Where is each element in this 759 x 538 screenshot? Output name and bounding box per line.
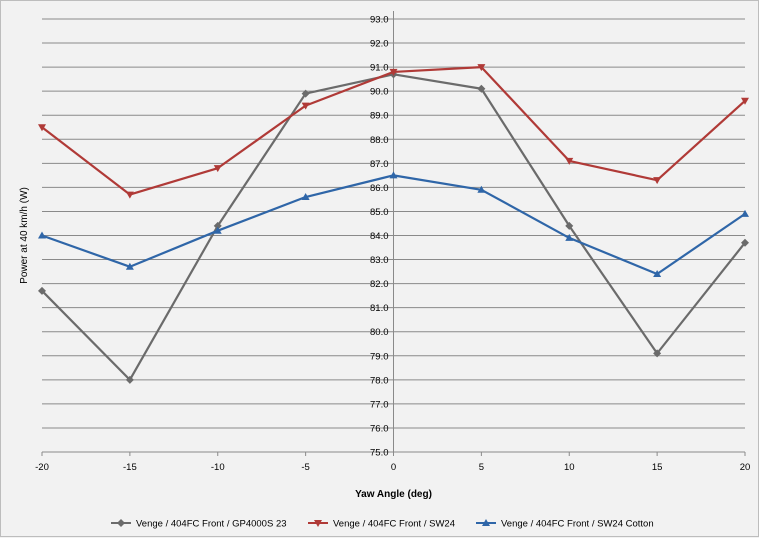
- y-tick-label: 92.0: [370, 39, 389, 50]
- x-axis-ticks: -20 -15 -10 -5 0 5 10 15 20: [35, 452, 750, 473]
- data-point: [565, 221, 574, 230]
- y-axis-ticks: 75.0 76.0 77.0 78.0 79.0 80.0 81.0 82.0 83.0 84.0…: [370, 15, 389, 459]
- grid-lines: [42, 11, 745, 453]
- data-point: [477, 84, 486, 93]
- data-point: [213, 226, 222, 234]
- y-tick-label: 91.0: [370, 63, 389, 74]
- x-tick-label: -10: [211, 462, 225, 473]
- y-tick-label: 88.0: [370, 135, 389, 146]
- y-tick-label: 83.0: [370, 255, 389, 266]
- legend-label: Venge / 404FC Front / GP4000S 23: [136, 519, 287, 530]
- x-axis-title: Yaw Angle (deg): [355, 489, 432, 500]
- data-point: [741, 97, 749, 105]
- data-point: [38, 231, 46, 239]
- x-tick-label: 15: [652, 462, 663, 473]
- y-tick-label: 77.0: [370, 399, 389, 410]
- y-tick-label: 85.0: [370, 207, 389, 218]
- x-tick-label: 0: [391, 462, 396, 473]
- data-point: [565, 157, 574, 165]
- y-tick-label: 80.0: [370, 327, 389, 338]
- x-tick-label: -5: [301, 462, 309, 473]
- series-group: [38, 64, 749, 384]
- legend-label: Venge / 404FC Front / SW24: [333, 519, 455, 530]
- data-point: [301, 102, 310, 110]
- y-tick-label: 75.0: [370, 448, 389, 459]
- data-point: [477, 64, 486, 72]
- data-point: [38, 124, 46, 132]
- legend-marker: [314, 520, 322, 527]
- series-2: [38, 64, 749, 199]
- y-tick-label: 93.0: [370, 15, 389, 26]
- data-point: [38, 286, 46, 295]
- y-tick-label: 84.0: [370, 231, 389, 242]
- data-point: [741, 209, 749, 217]
- y-tick-label: 87.0: [370, 159, 389, 170]
- y-tick-label: 81.0: [370, 303, 389, 314]
- data-point: [213, 221, 222, 230]
- x-tick-label: 10: [564, 462, 575, 473]
- y-tick-label: 82.0: [370, 279, 389, 290]
- data-point: [301, 89, 310, 98]
- data-point: [125, 375, 134, 384]
- data-point: [389, 68, 398, 76]
- data-point: [565, 233, 574, 241]
- data-point: [301, 193, 310, 201]
- data-point: [741, 238, 749, 247]
- data-point: [389, 171, 398, 179]
- data-point: [125, 191, 134, 199]
- series-3: [38, 171, 749, 277]
- data-point: [653, 349, 662, 358]
- data-point: [653, 177, 662, 185]
- legend-item: Venge / 404FC Front / GP4000S 23: [111, 519, 287, 530]
- legend: Venge / 404FC Front / GP4000S 23 Venge / …: [111, 519, 654, 530]
- y-tick-label: 76.0: [370, 423, 389, 434]
- data-point: [477, 185, 486, 193]
- x-tick-label: -15: [123, 462, 137, 473]
- y-tick-label: 89.0: [370, 111, 389, 122]
- legend-marker: [482, 519, 490, 526]
- legend-item: Venge / 404FC Front / SW24: [308, 519, 455, 530]
- legend-item: Venge / 404FC Front / SW24 Cotton: [476, 519, 654, 530]
- data-point: [125, 262, 134, 270]
- y-tick-label: 79.0: [370, 351, 389, 362]
- legend-label: Venge / 404FC Front / SW24 Cotton: [501, 519, 654, 530]
- data-point: [213, 165, 222, 173]
- x-tick-label: 5: [479, 462, 484, 473]
- legend-marker: [117, 519, 125, 527]
- x-tick-label: -20: [35, 462, 49, 473]
- x-tick-label: 20: [740, 462, 751, 473]
- y-tick-label: 78.0: [370, 375, 389, 386]
- y-tick-label: 86.0: [370, 183, 389, 194]
- y-tick-label: 90.0: [370, 87, 389, 98]
- y-axis-title: Power at 40 km/h (W): [19, 187, 30, 284]
- data-point: [653, 269, 662, 277]
